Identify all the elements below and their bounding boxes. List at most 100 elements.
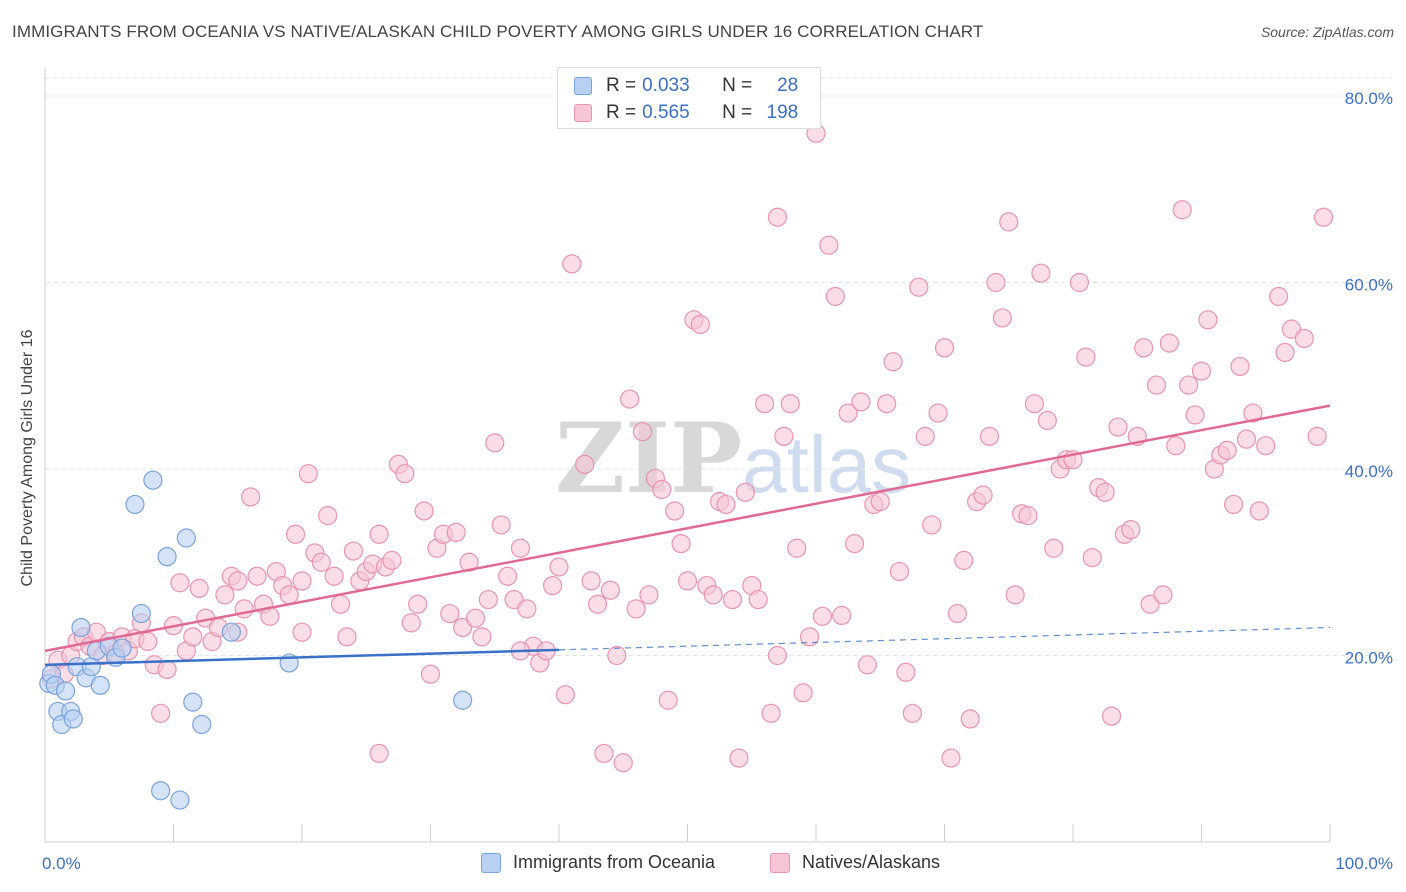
point-natives	[1134, 338, 1154, 358]
point-natives	[832, 605, 852, 626]
point-natives	[600, 580, 621, 600]
y-tick-label-40: 40.0%	[1345, 462, 1393, 481]
point-oceania	[170, 790, 190, 810]
trendline-oceania	[44, 648, 560, 667]
point-natives	[677, 571, 698, 591]
legend-series: Immigrants from Oceania Natives/Alaskans	[0, 852, 1406, 876]
point-natives	[1005, 585, 1025, 605]
legend-r-value: 0.565	[642, 102, 690, 123]
point-natives	[639, 585, 659, 605]
point-natives	[555, 685, 576, 705]
point-natives	[1121, 520, 1141, 540]
point-natives	[292, 571, 312, 591]
point-natives	[722, 589, 743, 610]
point-natives	[1256, 436, 1276, 456]
point-natives	[1294, 328, 1314, 349]
point-natives	[414, 501, 434, 521]
point-natives	[401, 613, 421, 633]
point-natives	[472, 627, 492, 647]
point-natives	[819, 235, 839, 255]
legend-n-label: N =	[722, 102, 753, 123]
point-natives	[1191, 361, 1212, 381]
point-natives	[1185, 405, 1205, 425]
source-credit: Source: ZipAtlas.com	[1260, 24, 1394, 40]
point-natives	[754, 394, 775, 414]
point-natives	[1313, 207, 1334, 227]
trendline-oceania-extension	[558, 626, 1331, 651]
point-natives	[498, 566, 518, 586]
legend-swatch-pink	[574, 104, 592, 122]
point-oceania	[131, 603, 151, 624]
point-natives	[1146, 375, 1167, 395]
point-natives	[1230, 356, 1250, 377]
point-natives	[581, 571, 601, 591]
point-natives	[812, 606, 833, 626]
point-natives	[1198, 310, 1218, 330]
legend-swatch-blue	[574, 77, 592, 95]
point-natives	[1159, 333, 1179, 353]
point-natives	[799, 627, 820, 647]
point-natives	[151, 703, 171, 723]
point-oceania	[221, 622, 241, 642]
point-natives	[183, 627, 203, 647]
point-natives	[510, 538, 531, 558]
point-natives	[941, 748, 961, 768]
point-natives	[420, 664, 441, 684]
point-natives	[1108, 417, 1128, 437]
point-natives	[215, 585, 235, 605]
point-natives	[877, 394, 897, 414]
point-natives	[774, 426, 794, 446]
legend-r-label: R =	[606, 75, 637, 96]
point-natives	[870, 492, 890, 512]
point-natives	[928, 403, 948, 423]
point-natives	[909, 277, 929, 297]
point-natives	[369, 743, 389, 764]
legend-stats-row-natives: R = 0.565 N = 198	[574, 101, 798, 125]
point-natives	[1249, 501, 1269, 521]
point-natives	[485, 433, 505, 453]
point-natives	[1217, 440, 1237, 460]
point-natives	[960, 709, 980, 729]
point-natives	[337, 627, 357, 647]
point-natives	[279, 585, 299, 605]
point-natives	[729, 748, 749, 768]
point-natives	[189, 578, 209, 598]
point-natives	[594, 743, 614, 764]
point-natives	[703, 585, 723, 605]
point-natives	[395, 464, 415, 484]
y-tick-label-20: 20.0%	[1345, 649, 1393, 668]
point-natives	[247, 566, 267, 586]
point-oceania	[71, 617, 91, 638]
legend-n-label: N =	[722, 75, 753, 96]
point-natives	[587, 594, 608, 614]
point-natives	[1031, 263, 1051, 283]
point-natives	[671, 533, 691, 554]
point-oceania	[157, 547, 177, 567]
point-natives	[1236, 429, 1257, 449]
point-oceania	[151, 781, 171, 801]
point-natives	[767, 207, 788, 227]
point-natives	[915, 426, 935, 446]
point-natives	[1024, 394, 1045, 414]
point-natives	[934, 338, 955, 358]
point-natives	[780, 394, 800, 414]
point-natives	[838, 403, 858, 423]
point-natives	[632, 422, 653, 442]
point-oceania	[63, 709, 83, 729]
point-natives	[1307, 426, 1327, 446]
legend-stats-row-oceania: R = 0.033 N = 28	[574, 74, 798, 98]
point-natives	[992, 308, 1012, 328]
point-natives	[857, 655, 878, 675]
point-natives	[459, 552, 479, 572]
point-natives	[446, 522, 466, 543]
point-natives	[138, 631, 158, 652]
point-natives	[562, 254, 582, 274]
point-natives	[1140, 594, 1160, 614]
point-natives	[382, 550, 402, 570]
point-natives	[1243, 403, 1263, 423]
point-natives	[504, 589, 524, 610]
point-oceania	[192, 714, 212, 735]
point-oceania	[176, 528, 196, 548]
point-natives	[408, 594, 428, 614]
point-natives	[1153, 585, 1173, 605]
